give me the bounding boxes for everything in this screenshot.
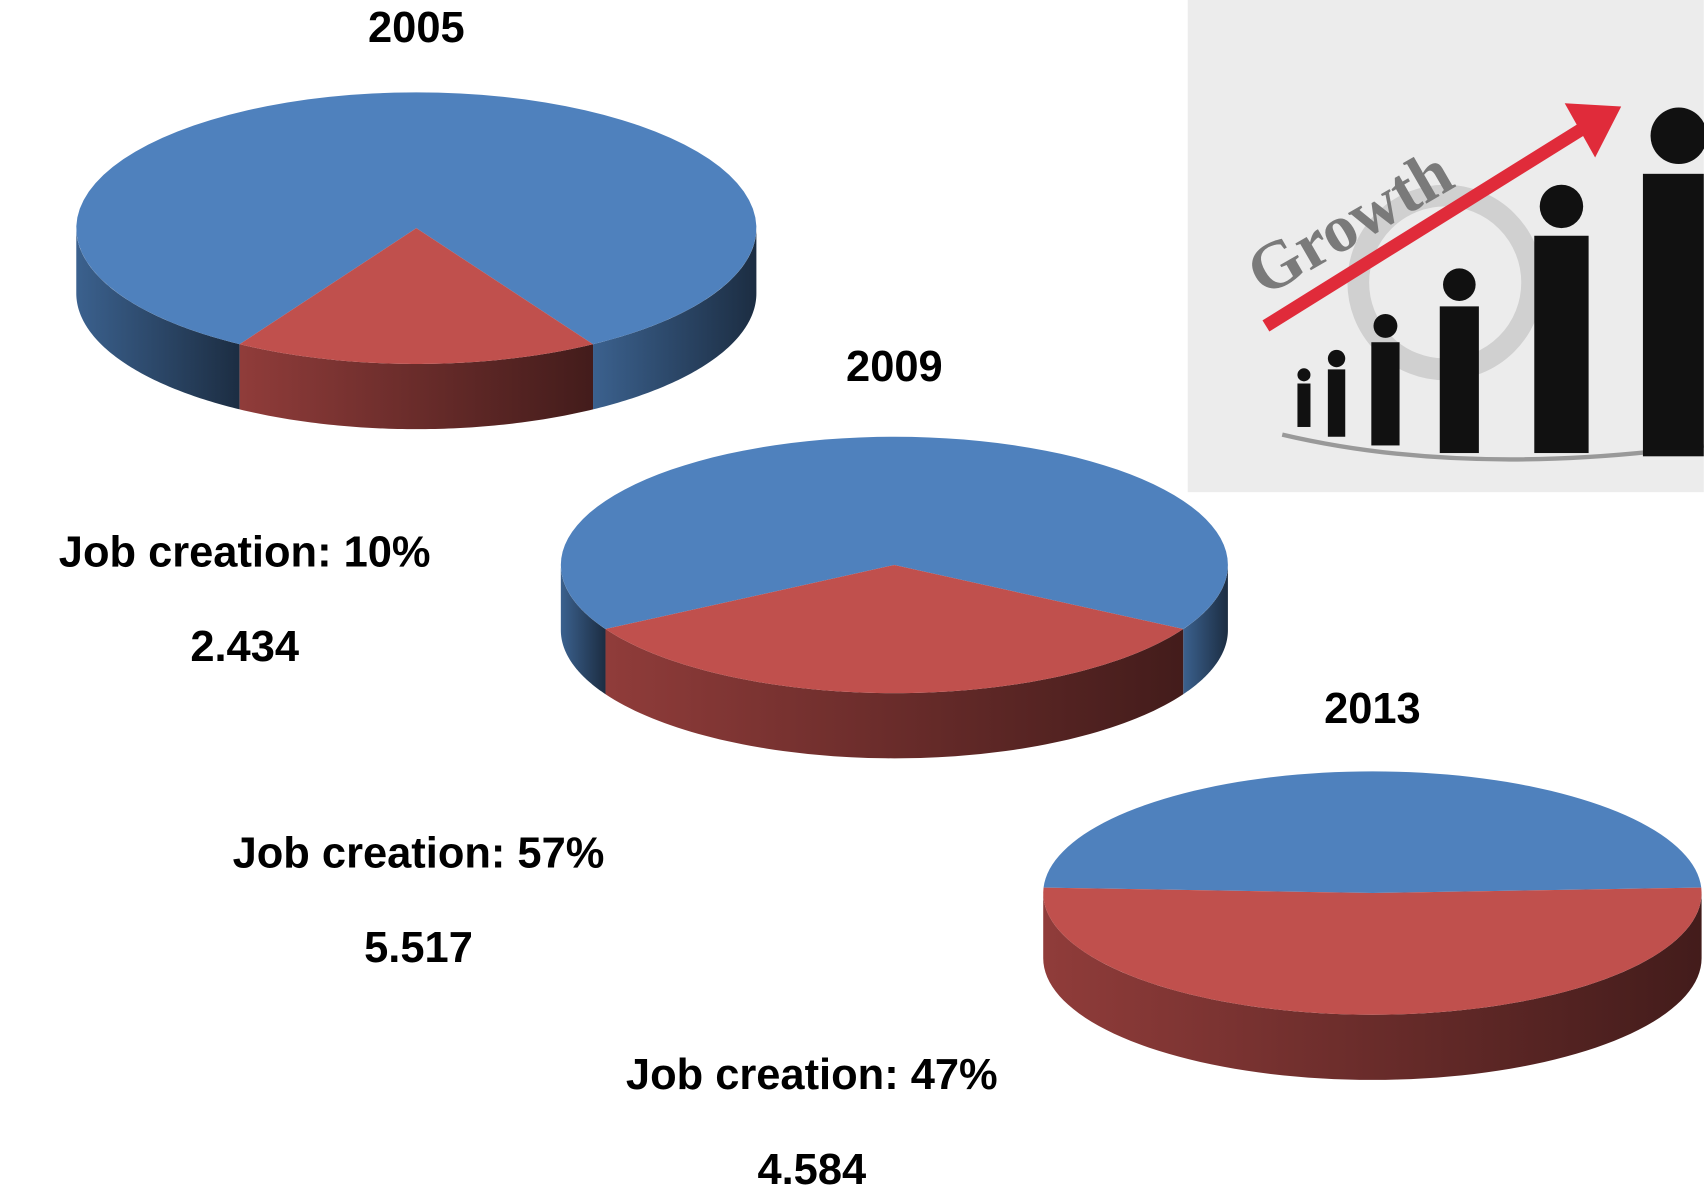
- arrow-head: [1564, 103, 1622, 158]
- pie-side: [593, 228, 757, 410]
- value-label: 8: [822, 255, 844, 298]
- pie-side: [1043, 893, 1702, 1080]
- ground: [1281, 432, 1704, 462]
- annotation: 4.584: [757, 1146, 866, 1194]
- growth-arrow: [1262, 113, 1601, 332]
- pie-slice: [560, 436, 1228, 630]
- figures: [1297, 107, 1704, 457]
- chart-title: 2005: [368, 4, 465, 52]
- pie-slice: [1043, 887, 1702, 1015]
- growth-image: Growth: [1187, 0, 1704, 493]
- pie-slice: [76, 92, 757, 345]
- annotation: 5.517: [364, 924, 473, 972]
- chart-title: 2013: [1324, 685, 1421, 733]
- pie-side: [560, 564, 606, 695]
- pie-chart: 20092467%1233%Job creation: 57%5.517: [233, 343, 1228, 972]
- pie-side: [605, 629, 1184, 759]
- pie-slice: [1043, 771, 1702, 894]
- annotation: 2.434: [190, 623, 299, 671]
- pie-side: [76, 228, 240, 410]
- pie-side: [1183, 564, 1228, 695]
- pie-chart: 2005 38 83% 8 17% Job creation: 10% 2.434: [59, 4, 872, 671]
- percentage-label: 83%: [793, 154, 871, 197]
- annotation: Job creation: 57%: [233, 830, 605, 878]
- annotation: Job creation: 47%: [626, 1051, 998, 1099]
- pie-chart: 20131749%1851%Job creation: 47%4.584: [626, 685, 1702, 1194]
- annotation: Job creation: 10%: [59, 529, 431, 577]
- percentage-label: 17%: [793, 311, 871, 354]
- value-label: 38: [811, 97, 855, 140]
- pie-slice: [239, 228, 594, 364]
- pie-side: [239, 344, 594, 430]
- chart-title: 2009: [846, 343, 943, 391]
